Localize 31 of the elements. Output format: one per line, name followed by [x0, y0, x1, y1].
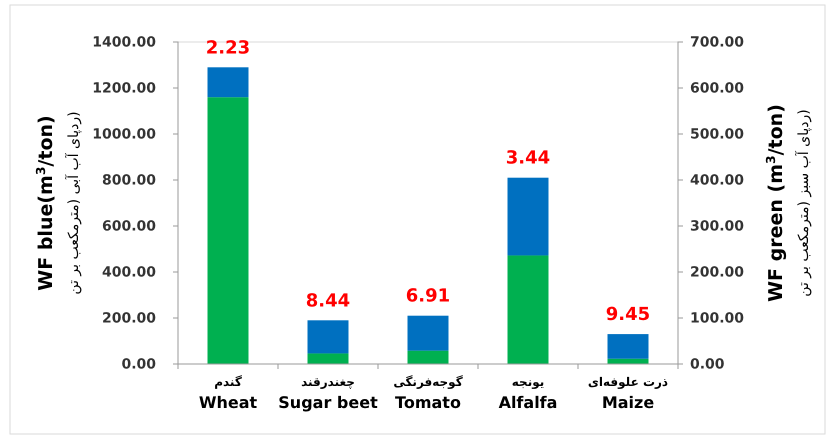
y-tick-label: 800.00: [102, 172, 156, 188]
bar: [308, 353, 348, 364]
annotation: 3.44: [506, 148, 550, 169]
bar: [408, 316, 448, 351]
annotation: 8.44: [306, 290, 350, 312]
y2-tick-label: 200.00: [690, 264, 744, 280]
y-tick-label: 200.00: [102, 310, 156, 326]
y2-tick-label: 700.00: [690, 34, 744, 50]
y2-tick-label: 0.00: [690, 356, 725, 372]
annotation: 9.45: [606, 304, 650, 326]
bar: [608, 334, 648, 359]
bar: [308, 320, 348, 354]
bar: [408, 350, 448, 364]
bar: [508, 178, 548, 256]
bar: [608, 358, 648, 364]
y2-tick-label: 100.00: [690, 310, 744, 326]
y2-tick-label: 600.00: [690, 80, 744, 96]
y-tick-label: 1400.00: [92, 34, 156, 50]
y-tick-label: 1000.00: [92, 126, 156, 142]
y-tick-label: 400.00: [102, 264, 156, 280]
y2-tick-label: 400.00: [690, 172, 744, 188]
y2-tick-label: 300.00: [690, 218, 744, 234]
annotation: 2.23: [206, 37, 250, 58]
y-tick-label: 600.00: [102, 218, 156, 234]
y2-tick-label: 500.00: [690, 126, 744, 142]
bar: [208, 97, 248, 364]
annotation: 6.91: [406, 286, 450, 307]
y-tick-label: 1200.00: [92, 80, 156, 96]
bar: [508, 255, 548, 364]
y-tick-label: 0.00: [121, 356, 156, 372]
bar: [208, 67, 248, 98]
